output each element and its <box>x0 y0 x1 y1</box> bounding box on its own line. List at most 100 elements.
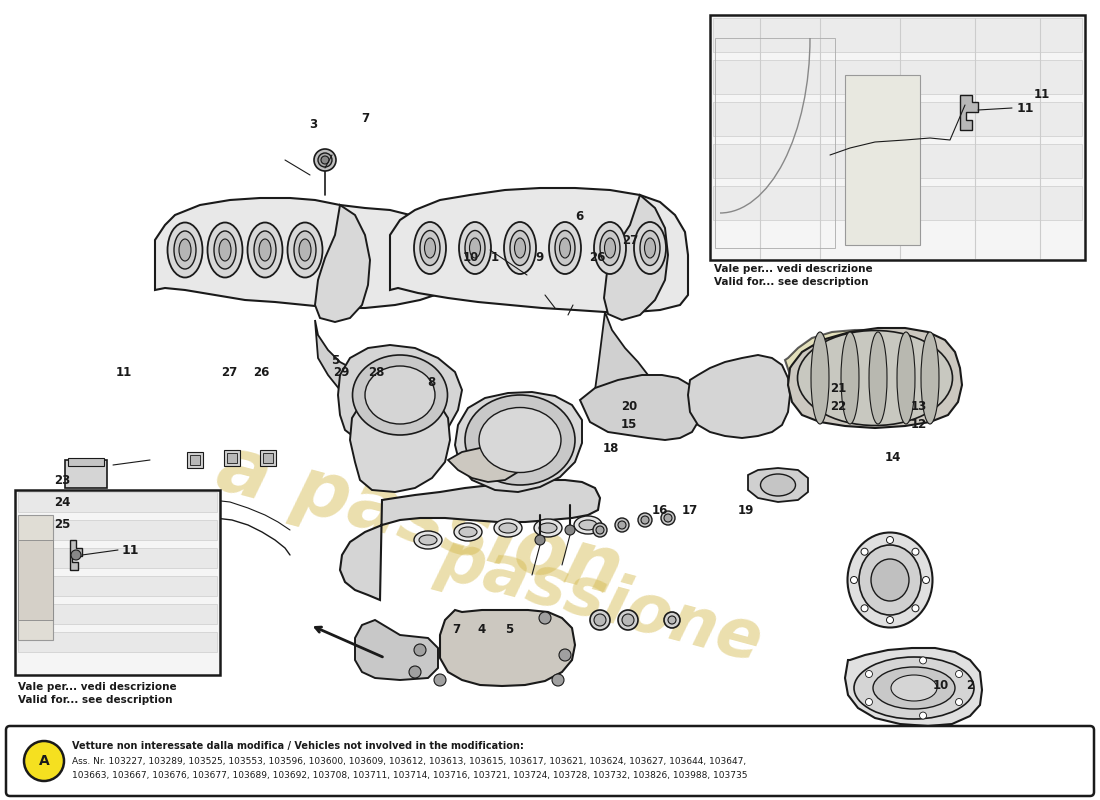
Ellipse shape <box>891 675 937 701</box>
Ellipse shape <box>294 231 316 269</box>
Polygon shape <box>340 480 600 600</box>
Text: 4: 4 <box>477 623 486 636</box>
Polygon shape <box>748 468 808 502</box>
Ellipse shape <box>167 222 202 278</box>
Text: a passion: a passion <box>209 430 630 610</box>
Ellipse shape <box>414 644 426 656</box>
Text: 12: 12 <box>911 418 926 430</box>
Text: 25: 25 <box>55 518 70 530</box>
Ellipse shape <box>579 520 597 530</box>
Ellipse shape <box>861 605 868 612</box>
Text: 10: 10 <box>463 251 478 264</box>
Text: 7: 7 <box>452 623 461 636</box>
Ellipse shape <box>494 519 522 537</box>
Ellipse shape <box>434 674 446 686</box>
Bar <box>713 144 1082 178</box>
Text: 29: 29 <box>333 366 349 378</box>
Ellipse shape <box>67 527 97 549</box>
Text: Vale per... vedi descrizione
Valid for... see description: Vale per... vedi descrizione Valid for..… <box>714 264 872 287</box>
FancyBboxPatch shape <box>6 726 1094 796</box>
Polygon shape <box>315 320 375 408</box>
Ellipse shape <box>921 332 939 424</box>
Ellipse shape <box>559 649 571 661</box>
Ellipse shape <box>420 230 440 266</box>
Ellipse shape <box>638 513 652 527</box>
Ellipse shape <box>465 395 575 485</box>
Ellipse shape <box>409 666 421 678</box>
Ellipse shape <box>920 712 926 719</box>
Ellipse shape <box>556 230 575 266</box>
Ellipse shape <box>478 407 561 473</box>
Bar <box>224 450 240 466</box>
Ellipse shape <box>214 231 236 269</box>
Polygon shape <box>595 312 652 422</box>
Ellipse shape <box>549 222 581 274</box>
Text: 14: 14 <box>886 451 901 464</box>
Bar <box>713 18 1082 52</box>
Text: 13: 13 <box>911 400 926 413</box>
Ellipse shape <box>565 525 575 535</box>
Text: 19: 19 <box>738 504 754 517</box>
Text: 21: 21 <box>830 382 846 394</box>
Bar <box>65 460 107 488</box>
Polygon shape <box>155 198 434 308</box>
Ellipse shape <box>499 523 517 533</box>
Ellipse shape <box>842 332 859 424</box>
Text: 2: 2 <box>966 679 975 692</box>
Ellipse shape <box>590 610 610 630</box>
Ellipse shape <box>854 657 974 719</box>
Ellipse shape <box>618 610 638 630</box>
Ellipse shape <box>912 548 918 555</box>
Text: 27: 27 <box>623 234 638 246</box>
Text: 10: 10 <box>933 679 948 692</box>
Ellipse shape <box>515 238 526 258</box>
Ellipse shape <box>208 222 242 278</box>
Polygon shape <box>688 355 790 438</box>
Ellipse shape <box>425 238 436 258</box>
Ellipse shape <box>605 238 616 258</box>
Bar <box>18 540 53 620</box>
Ellipse shape <box>645 238 656 258</box>
Polygon shape <box>960 95 978 130</box>
Bar <box>18 604 217 624</box>
Ellipse shape <box>634 222 665 274</box>
Ellipse shape <box>299 239 311 261</box>
Bar <box>68 500 100 520</box>
Ellipse shape <box>539 612 551 624</box>
Text: 24: 24 <box>55 496 70 509</box>
Circle shape <box>24 741 64 781</box>
Ellipse shape <box>535 535 544 545</box>
Ellipse shape <box>593 523 607 537</box>
Bar <box>18 492 217 512</box>
Text: 7: 7 <box>361 112 370 125</box>
Ellipse shape <box>594 222 626 274</box>
Ellipse shape <box>661 511 675 525</box>
Ellipse shape <box>414 531 442 549</box>
Ellipse shape <box>866 670 872 678</box>
Ellipse shape <box>314 149 336 171</box>
Text: 18: 18 <box>603 442 618 454</box>
Ellipse shape <box>594 614 606 626</box>
Text: 103663, 103667, 103676, 103677, 103689, 103692, 103708, 103711, 103714, 103716, : 103663, 103667, 103676, 103677, 103689, … <box>72 771 748 780</box>
Text: 15: 15 <box>621 418 637 430</box>
Bar <box>190 455 200 465</box>
Text: 16: 16 <box>652 504 668 517</box>
Text: A: A <box>39 754 50 768</box>
Ellipse shape <box>641 516 649 524</box>
Ellipse shape <box>621 614 634 626</box>
Text: 3: 3 <box>309 118 318 130</box>
Ellipse shape <box>861 548 868 555</box>
Ellipse shape <box>615 518 629 532</box>
Text: 22: 22 <box>830 400 846 413</box>
Ellipse shape <box>552 674 564 686</box>
Polygon shape <box>390 188 688 312</box>
Ellipse shape <box>72 550 81 560</box>
Text: 11: 11 <box>1034 88 1049 101</box>
Ellipse shape <box>459 527 477 537</box>
Ellipse shape <box>618 521 626 529</box>
Bar <box>713 102 1082 136</box>
Ellipse shape <box>896 332 915 424</box>
Polygon shape <box>455 392 582 492</box>
Polygon shape <box>440 610 575 686</box>
Bar <box>715 38 835 248</box>
